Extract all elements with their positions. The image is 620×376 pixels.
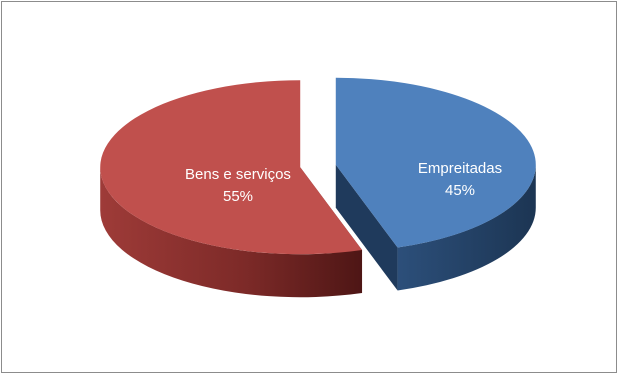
slice-label-empreitadas: Empreitadas — [418, 160, 502, 177]
slice-side-bens-e-servi-os-0 — [100, 167, 363, 298]
slice-side-empreitadas-0 — [397, 164, 536, 291]
slice-top-empreitadas — [335, 77, 536, 248]
slice-percent-bens-e-servicos: 55% — [223, 188, 253, 205]
slice-cut-face-empreitadas-1 — [335, 164, 398, 291]
slice-percent-empreitadas: 45% — [445, 182, 475, 199]
slice-label-bens-e-servicos: Bens e serviços — [185, 166, 291, 183]
slice-top-bens-e-servi-os — [100, 80, 363, 255]
